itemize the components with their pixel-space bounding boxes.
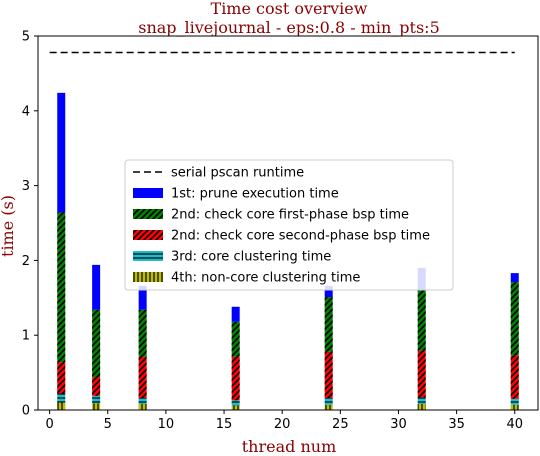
bar-segment-hatch (92, 395, 101, 404)
bar-segment-hatch (510, 355, 519, 399)
legend-swatch (133, 188, 163, 198)
bar-segment-hatch (92, 309, 101, 378)
legend-swatch-hatch (133, 272, 163, 282)
x-tick-label: 0 (45, 417, 53, 432)
bar-segment (324, 285, 333, 298)
y-tick-label: 1 (22, 329, 30, 344)
y-axis-label: time (s) (0, 195, 17, 257)
y-tick-label: 2 (22, 254, 30, 269)
y-tick-label: 0 (22, 404, 30, 419)
x-tick-label: 20 (274, 417, 291, 432)
legend-swatch-hatch (133, 209, 163, 219)
y-tick-label: 3 (22, 179, 30, 194)
x-axis-label: thread num (242, 437, 337, 456)
bar-segment (510, 273, 519, 283)
bar-segment-hatch (324, 297, 333, 352)
bar-segment-hatch (138, 404, 147, 410)
bar-segment (138, 285, 147, 310)
bar-segment (92, 264, 101, 310)
bar-segment-hatch (138, 309, 147, 357)
x-tick-label: 25 (332, 417, 349, 432)
bar-segment-hatch (510, 404, 519, 410)
bar-segment-hatch (57, 393, 66, 403)
legend: serial pscan runtime 1st: prune execution… (124, 159, 454, 291)
legend-label: 2nd: check core first-phase bsp time (171, 208, 409, 223)
legend-label: 3rd: core clustering time (171, 250, 331, 265)
legend-swatch-hatch (133, 230, 163, 240)
bar-segment (231, 306, 240, 322)
bar-segment-hatch (324, 404, 333, 410)
bar-segment-hatch (138, 398, 147, 405)
bar-segment-hatch (231, 321, 240, 357)
bar-segment-hatch (231, 400, 240, 406)
bar-segment-hatch (417, 404, 426, 410)
bar-segment-hatch (138, 356, 147, 399)
bar-segment-hatch (57, 402, 66, 410)
x-tick-label: 15 (216, 417, 233, 432)
y-axis-ticks: 0 1 2 3 4 5 (22, 30, 38, 419)
legend-label: 2nd: check core second-phase bsp time (171, 229, 430, 244)
bar-stacks (57, 92, 519, 410)
chart-title: Time cost overview (211, 0, 368, 18)
x-tick-label: 40 (506, 417, 523, 432)
bar-segment (57, 92, 66, 213)
y-tick-label: 5 (22, 30, 30, 45)
legend-label: serial pscan runtime (171, 166, 304, 181)
bar-segment-hatch (510, 398, 519, 405)
x-tick-label: 5 (104, 417, 112, 432)
bar-segment-hatch (57, 212, 66, 363)
bar-segment-hatch (231, 356, 240, 401)
x-tick-label: 30 (390, 417, 407, 432)
bar-segment-hatch (324, 398, 333, 405)
legend-label: 1st: prune execution time (171, 187, 339, 202)
legend-box (124, 159, 454, 291)
bar-segment-hatch (231, 405, 240, 410)
chart-subtitle: snap_livejournal - eps:0.8 - min_pts:5 (138, 18, 440, 37)
legend-swatch-hatch (133, 251, 163, 261)
bar-segment-hatch (417, 350, 426, 398)
bar-segment-hatch (510, 282, 519, 356)
x-tick-label: 35 (448, 417, 465, 432)
bar-segment-hatch (92, 377, 101, 396)
bar-segment-hatch (417, 397, 426, 405)
x-axis-ticks: 0 5 10 15 20 25 30 35 40 (45, 410, 523, 432)
bar-segment-hatch (92, 403, 101, 410)
legend-label: 4th: non-core clustering time (171, 271, 360, 286)
plot-frame (37, 35, 539, 411)
bar-segment-hatch (324, 351, 333, 399)
bar-segment-hatch (417, 290, 426, 351)
x-tick-label: 10 (158, 417, 175, 432)
y-tick-label: 4 (22, 104, 30, 119)
bar-segment-hatch (57, 362, 66, 394)
